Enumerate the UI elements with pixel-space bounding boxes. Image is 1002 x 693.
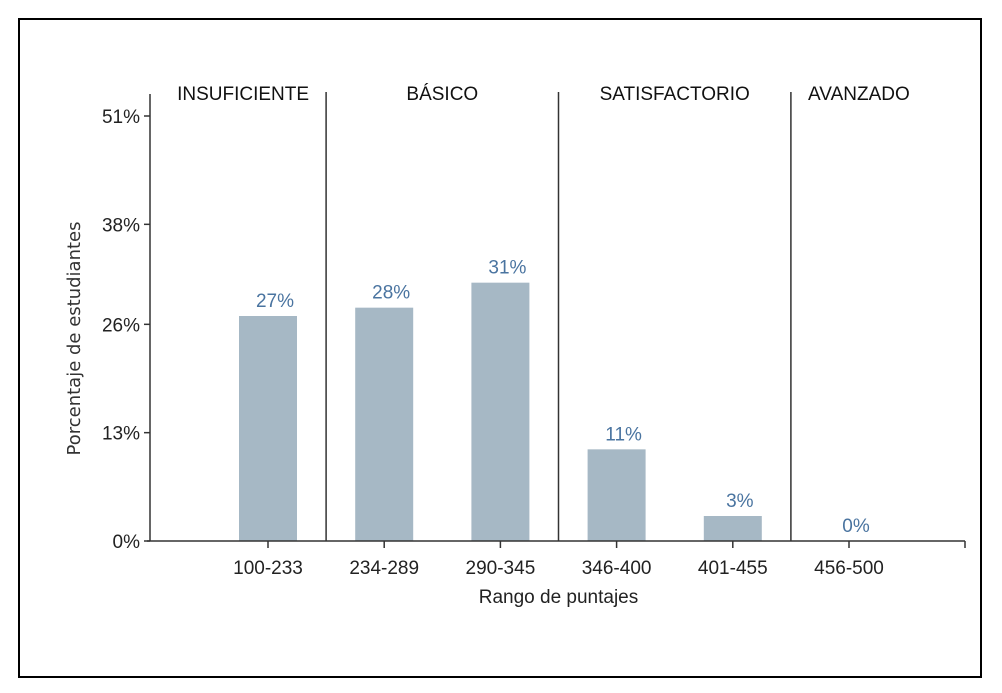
- chart-frame: INSUFICIENTE BÁSICO SATISFACTORIO AVANZADO …: [18, 18, 982, 678]
- x-tick-label: 346-400: [582, 558, 652, 579]
- axes: [147, 94, 965, 542]
- y-axis-title: Porcentaje de estudiantes: [64, 221, 85, 455]
- x-tick-label: 234-289: [349, 558, 419, 579]
- data-label: 27%: [256, 291, 294, 312]
- level-label: BÁSICO: [406, 84, 478, 105]
- level-label: SATISFACTORIO: [600, 84, 750, 105]
- y-ticks: 0% 13% 26% 38% 51%: [102, 107, 150, 553]
- bar: [587, 449, 646, 541]
- data-label: 3%: [726, 491, 754, 512]
- x-axis-title: Rango de puntajes: [479, 587, 639, 608]
- data-label: 11%: [605, 424, 642, 445]
- bars: [239, 282, 762, 541]
- x-tick-label: 456-500: [814, 558, 884, 579]
- data-label: 31%: [488, 258, 526, 279]
- bar-chart: INSUFICIENTE BÁSICO SATISFACTORIO AVANZADO …: [64, 84, 966, 608]
- y-tick-label: 13%: [102, 424, 140, 445]
- x-ticks: 100-233 234-289 290-345 346-400 401-455 456-5…: [233, 541, 966, 579]
- x-tick-label: 401-455: [698, 558, 768, 579]
- bar: [471, 282, 530, 541]
- y-tick-label: 0%: [113, 532, 141, 553]
- x-tick-label: 100-233: [233, 558, 303, 579]
- y-tick-label: 51%: [102, 107, 140, 128]
- data-label: 28%: [372, 283, 410, 304]
- y-tick-label: 38%: [102, 215, 140, 236]
- level-separators: INSUFICIENTE BÁSICO SATISFACTORIO AVANZADO: [177, 84, 910, 541]
- bar: [703, 516, 762, 541]
- data-label: 0%: [842, 516, 870, 537]
- x-tick-label: 290-345: [466, 558, 536, 579]
- y-tick-label: 26%: [102, 315, 140, 336]
- bar: [355, 307, 414, 541]
- data-labels: 27% 28% 31% 11% 3% 0%: [256, 258, 870, 537]
- bar: [239, 316, 297, 541]
- level-label: INSUFICIENTE: [177, 84, 309, 105]
- level-label: AVANZADO: [808, 84, 910, 105]
